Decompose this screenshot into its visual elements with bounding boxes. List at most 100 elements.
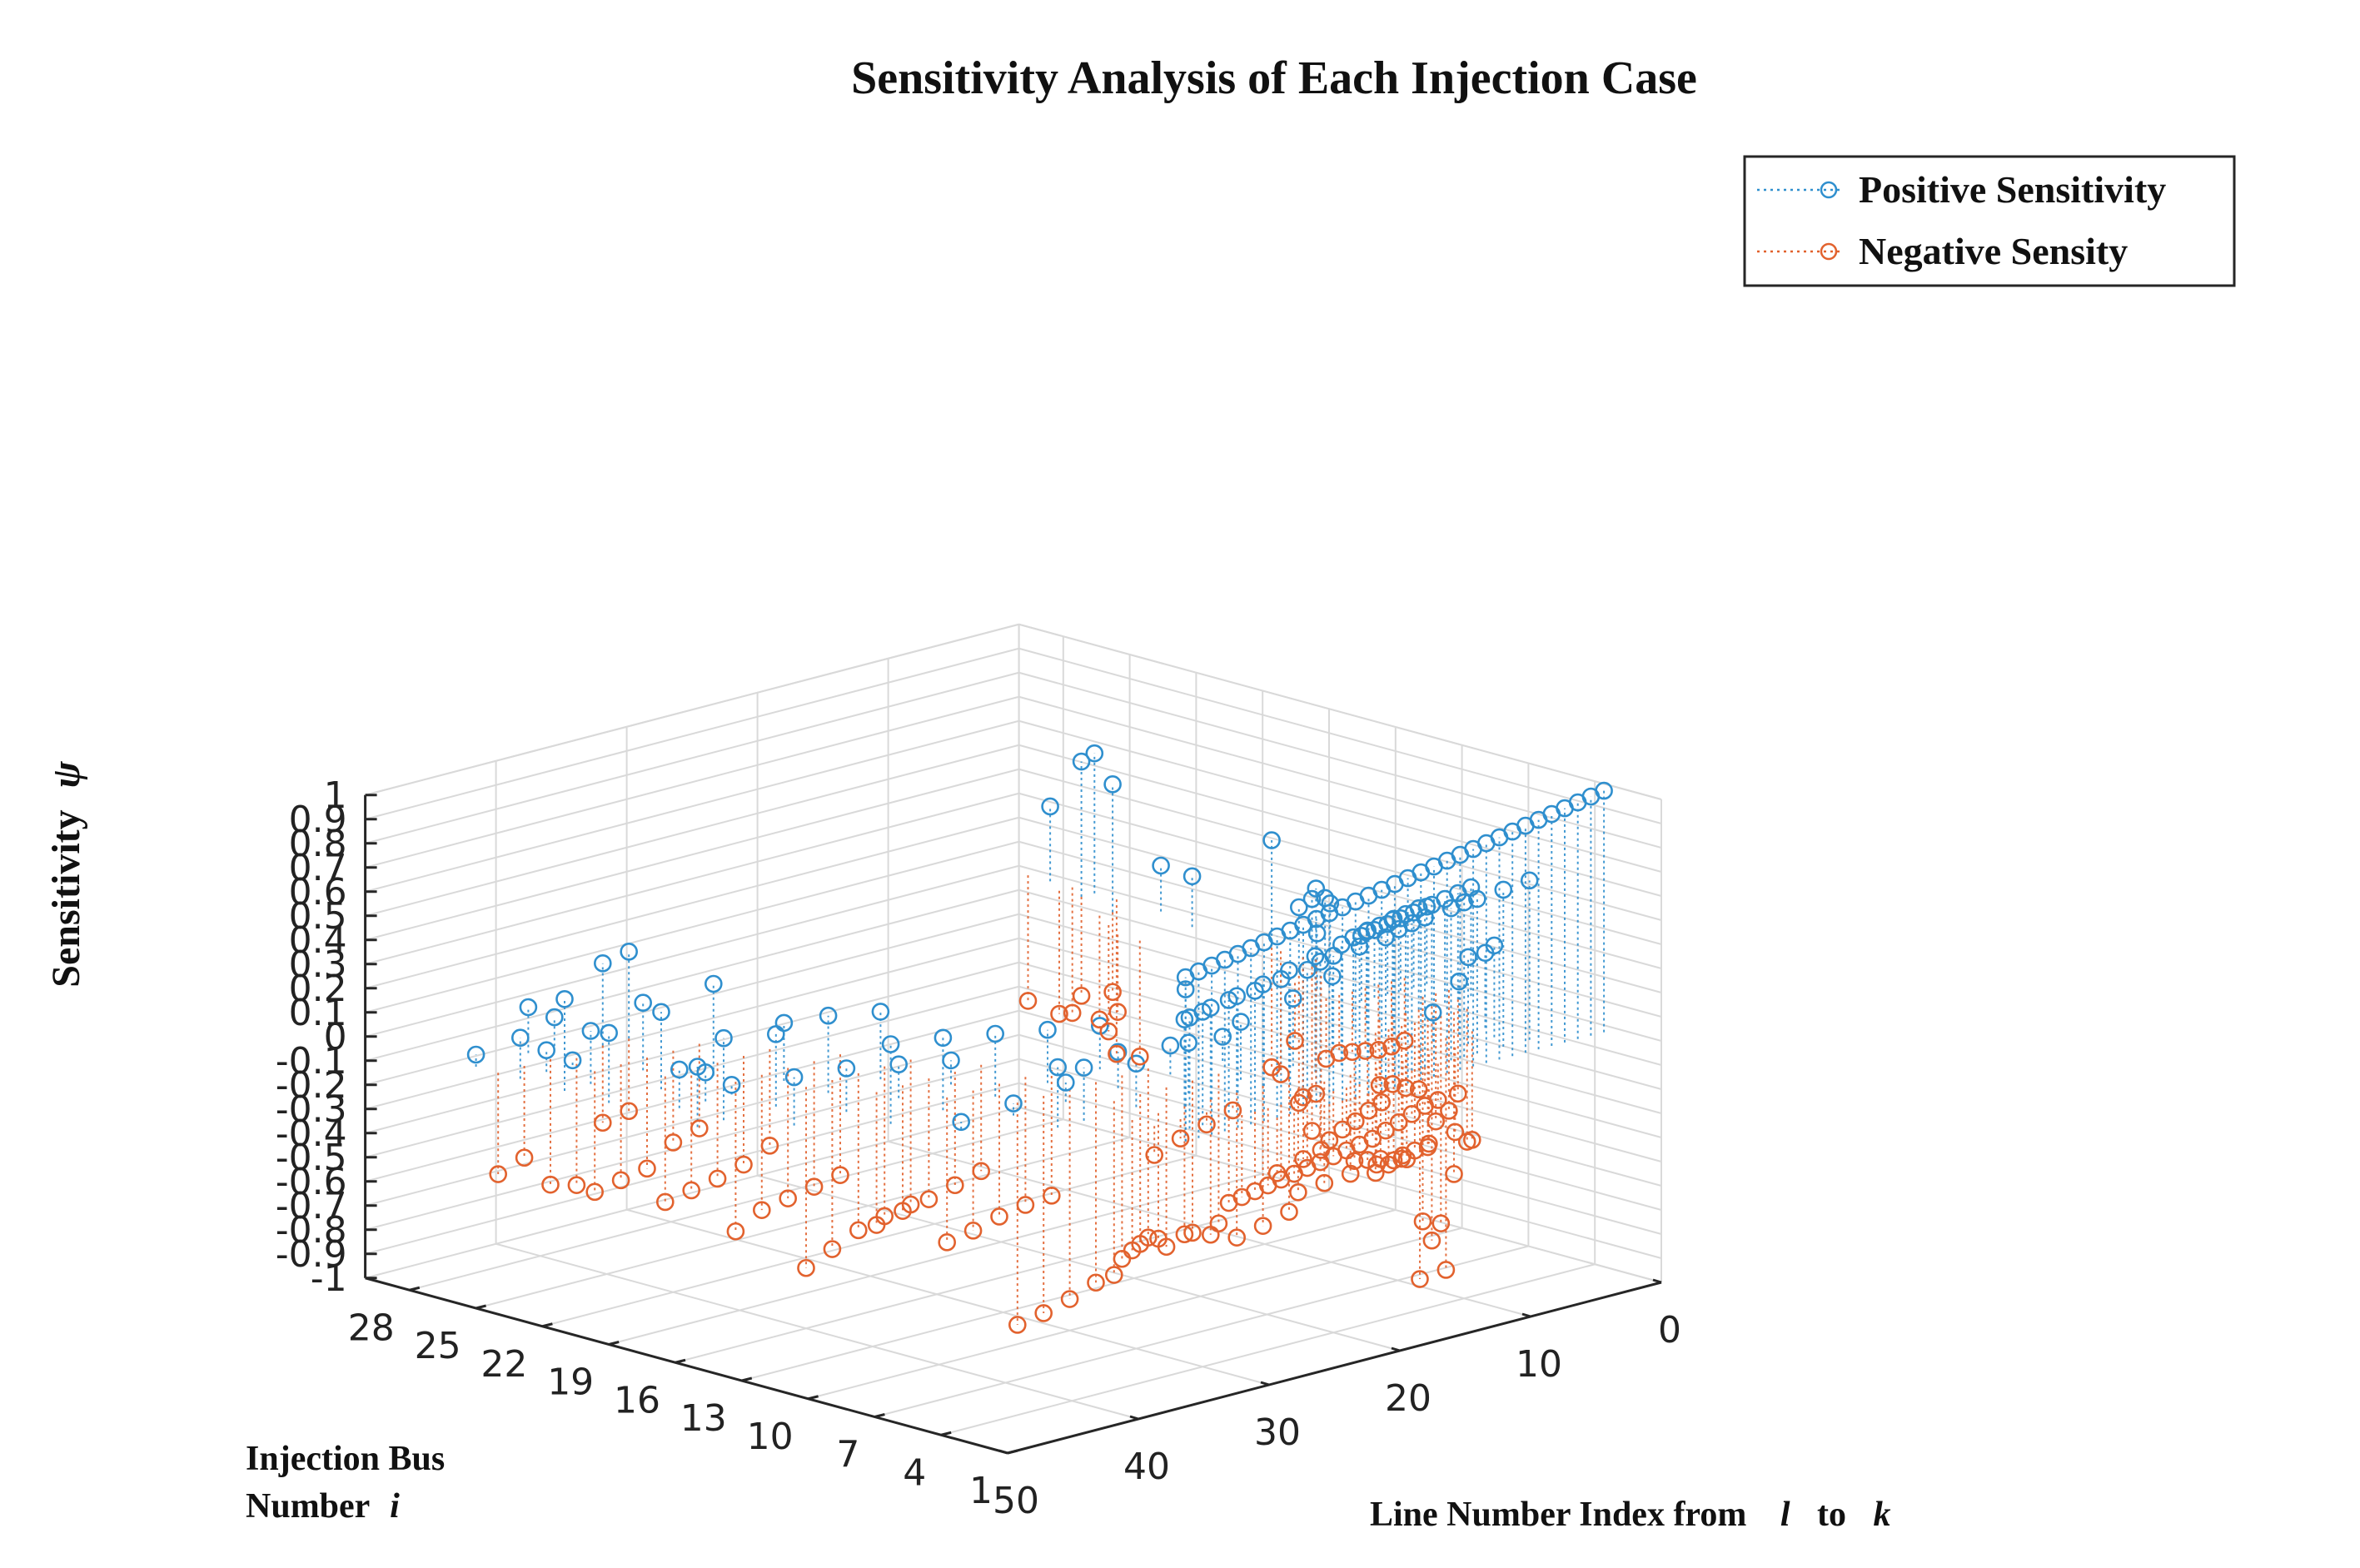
data-point-negative bbox=[585, 1182, 605, 1202]
data-point-positive bbox=[545, 1008, 564, 1027]
data-point-negative bbox=[1289, 1183, 1307, 1202]
grid-line-side-z bbox=[1018, 840, 1662, 1018]
y-tick-mark bbox=[741, 1376, 753, 1382]
x-axis-line bbox=[1007, 1281, 1662, 1455]
grid-line-floor-y bbox=[542, 1154, 1197, 1327]
data-point-positive bbox=[537, 1041, 556, 1059]
data-point-negative bbox=[690, 1119, 709, 1137]
tick-labels: 10.90.80.70.60.50.40.30.20.10-0.1-0.2-0.… bbox=[276, 774, 1681, 1522]
data-point-negative bbox=[1370, 1076, 1389, 1094]
data-point-positive bbox=[466, 1045, 485, 1064]
data-point-negative bbox=[1223, 1101, 1242, 1120]
data-point-negative bbox=[1416, 1097, 1434, 1115]
y-axis-label-line2: Number i bbox=[246, 1487, 400, 1526]
data-point-positive bbox=[986, 1024, 1004, 1043]
data-point-negative bbox=[946, 1176, 964, 1195]
data-point-negative bbox=[1072, 987, 1091, 1005]
data-point-positive bbox=[881, 1035, 900, 1053]
y-tick-label: 13 bbox=[680, 1397, 727, 1440]
data-point-negative bbox=[1294, 1150, 1312, 1168]
z-tick-label: -0.1 bbox=[276, 1040, 347, 1083]
data-point-positive bbox=[1091, 1017, 1109, 1035]
grid-line-back-z bbox=[365, 840, 1019, 1013]
data-point-positive bbox=[1377, 928, 1395, 947]
grid-line-side-z bbox=[1018, 937, 1662, 1114]
data-point-negative bbox=[1420, 1134, 1438, 1153]
grid-line-back-z bbox=[365, 816, 1019, 989]
grid-line-back-z bbox=[365, 913, 1019, 1086]
z-tick-label: -0.5 bbox=[276, 1137, 347, 1179]
z-tick-label: 0.7 bbox=[289, 847, 347, 889]
z-tick-label: 0.6 bbox=[289, 871, 347, 913]
data-point-negative bbox=[1171, 1129, 1190, 1147]
data-point-negative bbox=[1347, 1112, 1365, 1131]
y-tick-mark bbox=[874, 1413, 885, 1418]
legend-positive-marker bbox=[1820, 181, 1838, 199]
data-point-negative bbox=[1333, 1120, 1352, 1139]
z-tick-label: -0.2 bbox=[276, 1064, 347, 1107]
y-tick-label: 4 bbox=[903, 1451, 926, 1494]
data-point-negative bbox=[1087, 1273, 1105, 1292]
y-tick-mark bbox=[940, 1431, 952, 1436]
z-tick-label: -0.6 bbox=[276, 1161, 347, 1203]
legend-negative-label: Negative Sensity bbox=[1859, 230, 2128, 272]
x-tick-label: 20 bbox=[1385, 1377, 1431, 1420]
grid-line-back-z bbox=[365, 695, 1019, 869]
svg-text:Sensitivity ψ: Sensitivity ψ bbox=[44, 760, 88, 987]
data-point-negative bbox=[1377, 1121, 1395, 1140]
data-point-positive bbox=[1485, 936, 1504, 955]
x-tick-mark bbox=[1260, 1381, 1270, 1386]
data-point-negative bbox=[726, 1222, 745, 1241]
legend-positive-label: Positive Sensitivity bbox=[1859, 168, 2166, 211]
data-point-negative bbox=[567, 1176, 586, 1194]
data-point-positive bbox=[1311, 953, 1330, 971]
data-point-positive bbox=[1280, 961, 1298, 980]
data-point-negative bbox=[752, 1201, 771, 1219]
data-point-positive bbox=[696, 1063, 715, 1082]
data-point-positive bbox=[1321, 894, 1340, 913]
data-point-positive bbox=[952, 1113, 970, 1132]
data-point-positive bbox=[1175, 1010, 1194, 1028]
z-axis-label: Sensitivity ψ bbox=[44, 760, 88, 987]
data-point-negative bbox=[1099, 1022, 1118, 1041]
data-point-negative bbox=[1422, 1231, 1441, 1250]
y-tick-mark bbox=[542, 1322, 553, 1328]
z-tick-label: 0.3 bbox=[289, 943, 347, 986]
grid-line-side-z bbox=[1018, 961, 1662, 1138]
data-point-positive bbox=[1494, 880, 1513, 899]
data-point-negative bbox=[1008, 1316, 1027, 1334]
data-point-positive bbox=[555, 990, 574, 1008]
data-point-positive bbox=[1108, 1043, 1128, 1062]
data-point-positive bbox=[1182, 867, 1202, 886]
legend-negative-marker bbox=[1820, 242, 1838, 261]
y-tick-mark bbox=[608, 1341, 620, 1346]
data-point-negative bbox=[1413, 1212, 1432, 1231]
data-point-positive bbox=[510, 1028, 530, 1047]
data-point-negative bbox=[1108, 1003, 1127, 1021]
data-point-negative bbox=[1272, 1065, 1290, 1083]
data-point-positive bbox=[1298, 960, 1317, 979]
data-point-negative bbox=[1369, 1041, 1388, 1059]
data-point-negative bbox=[1113, 1249, 1132, 1268]
grid-line-back-z bbox=[365, 744, 1019, 917]
data-point-negative bbox=[1016, 1196, 1035, 1214]
data-point-positive bbox=[837, 1059, 856, 1078]
x-axis-label: Line Number Index from l to k bbox=[1370, 1496, 1890, 1534]
grid-line-back-z bbox=[365, 1009, 1019, 1182]
data-point-negative bbox=[1446, 1122, 1465, 1142]
data-point-negative bbox=[1105, 1266, 1123, 1284]
data-point-negative bbox=[1139, 1228, 1158, 1247]
data-point-negative bbox=[1253, 1217, 1272, 1235]
y-tick-mark bbox=[475, 1304, 486, 1310]
data-point-positive bbox=[1048, 1058, 1067, 1077]
data-point-positive bbox=[889, 1055, 908, 1073]
data-point-negative bbox=[1343, 1043, 1362, 1062]
data-point-negative bbox=[963, 1222, 983, 1240]
x-axis-symbol-k: k bbox=[1873, 1496, 1890, 1534]
data-point-positive bbox=[1352, 927, 1371, 945]
data-point-negative bbox=[919, 1190, 939, 1208]
data-point-negative bbox=[1103, 983, 1122, 1002]
data-point-negative bbox=[1372, 1093, 1391, 1112]
data-point-negative bbox=[760, 1137, 779, 1155]
